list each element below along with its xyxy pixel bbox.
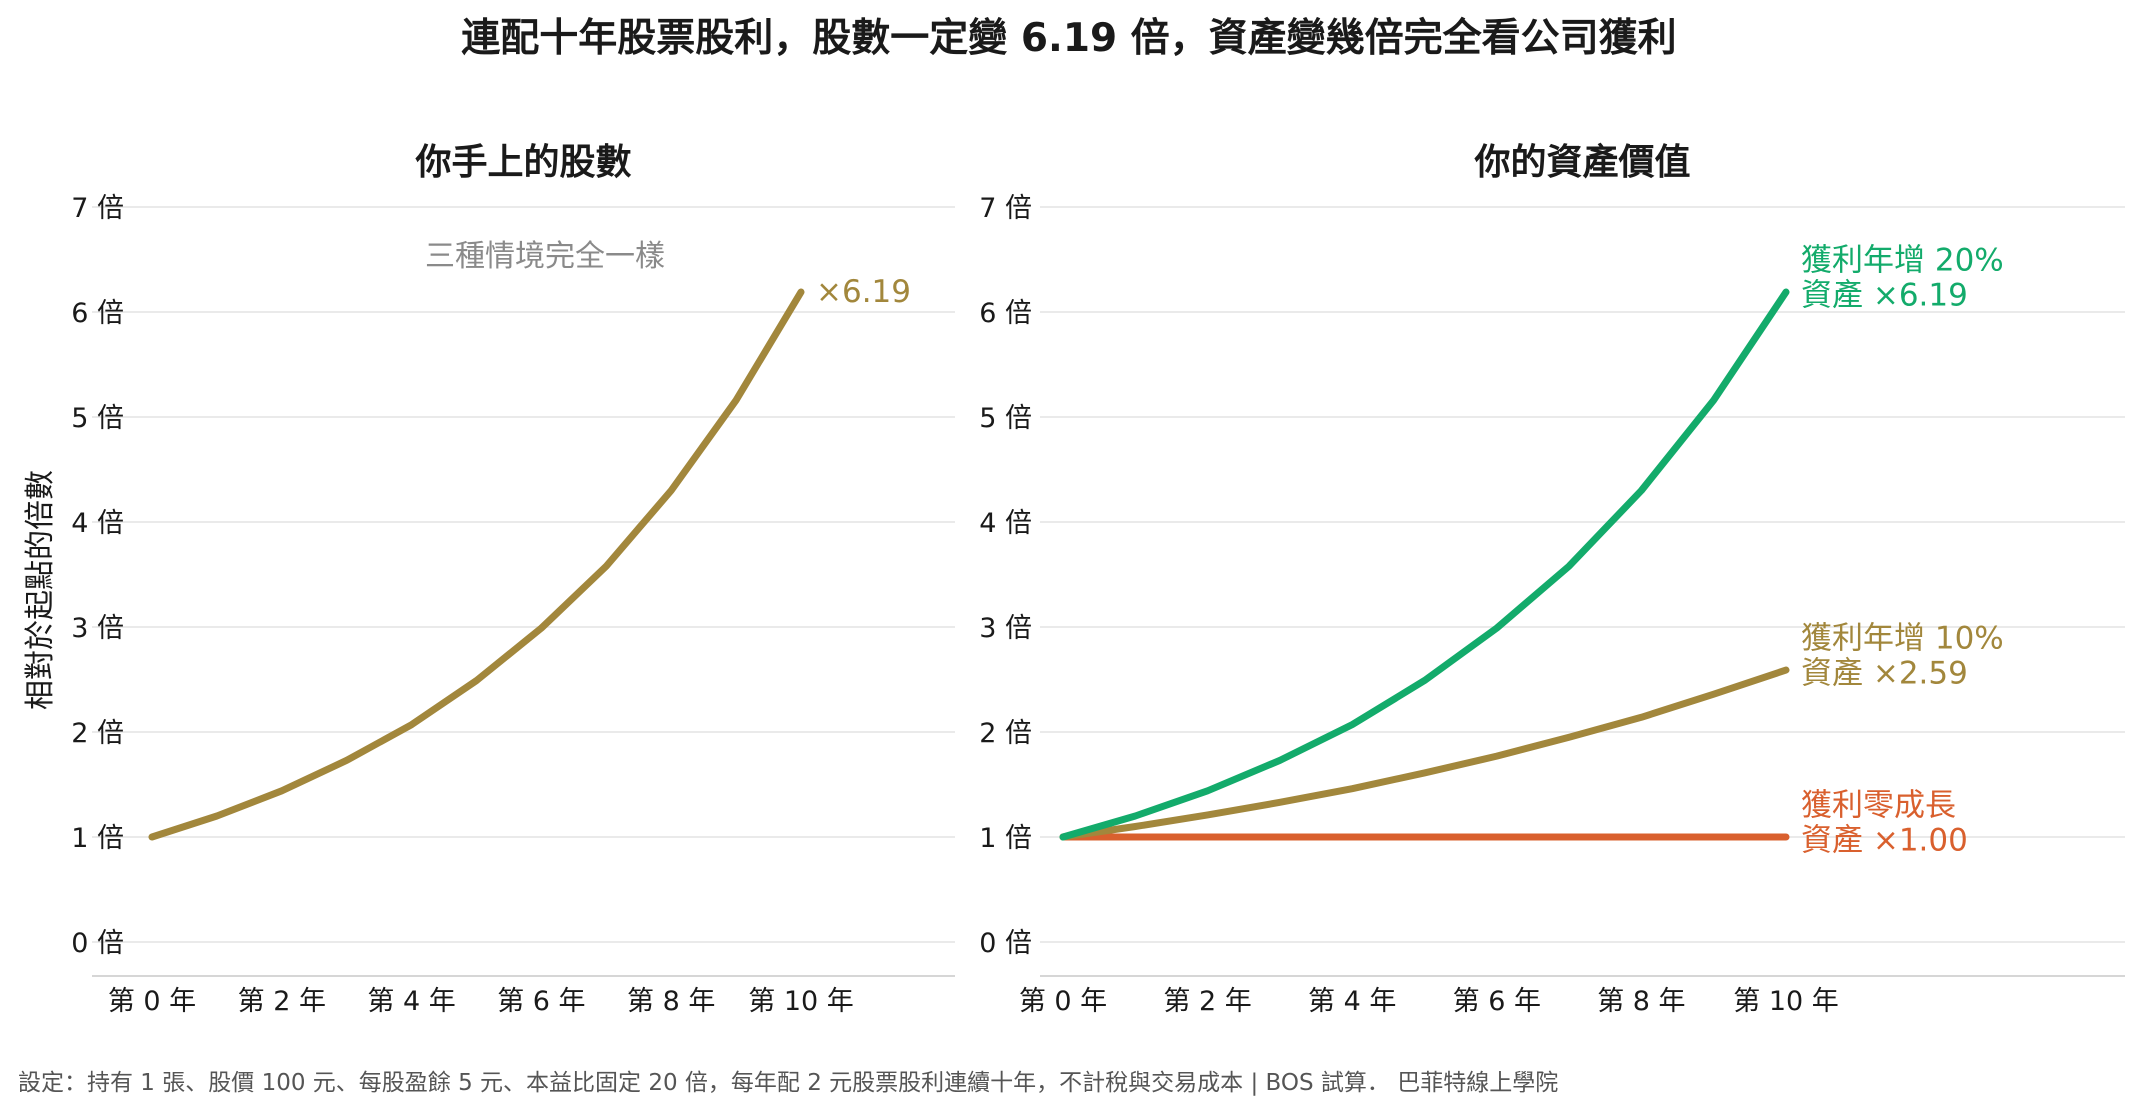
y-tick-label: 6 倍: [979, 298, 1032, 329]
x-tick-label: 第 4 年: [1308, 986, 1396, 1017]
y-tick-label: 0 倍: [71, 928, 124, 959]
footer-note: 設定：持有 1 張、股價 100 元、每股盈餘 5 元、本益比固定 20 倍，每…: [18, 1070, 1558, 1096]
series-line-1: [1059, 666, 1790, 841]
series-line-0: [148, 288, 805, 841]
y-tick-label: 7 倍: [71, 193, 124, 224]
x-tick-label: 第 10 年: [1733, 986, 1839, 1017]
series-end-label: 資產 ×6.19: [1801, 278, 1968, 314]
y-tick-label: 5 倍: [979, 403, 1032, 434]
x-tick-label: 第 8 年: [1597, 986, 1685, 1017]
asset-value-panel: 你的資產價值 0 倍 1 倍 2 倍 3 倍 4 倍 5 倍 6 倍 7 倍第 0 年 第 2 年…: [979, 142, 2125, 1017]
series-end-label: 資產 ×2.59: [1801, 656, 1968, 692]
shares-panel: 你手上的股數 0 倍 1 倍 2 倍 3 倍 4 倍 5 倍 6 倍 7 倍第 0 年 第 2 年…: [23, 142, 955, 1017]
series-end-label: 獲利零成長: [1801, 788, 1956, 824]
y-tick-label: 1 倍: [979, 823, 1032, 854]
series-end-label: 獲利年增 10%: [1801, 621, 2004, 657]
series-end-label: 資產 ×1.00: [1801, 823, 1968, 859]
y-tick-label: 5 倍: [71, 403, 124, 434]
y-tick-label: 6 倍: [71, 298, 124, 329]
x-tick-label: 第 2 年: [238, 986, 326, 1017]
x-tick-label: 第 4 年: [367, 986, 455, 1017]
panel-title: 你手上的股數: [414, 142, 631, 183]
y-tick-label: 3 倍: [71, 613, 124, 644]
y-tick-label: 4 倍: [71, 508, 124, 539]
x-tick-label: 第 6 年: [1453, 986, 1541, 1017]
panel-title: 你的資產價值: [1473, 142, 1690, 183]
y-tick-label: 2 倍: [979, 718, 1032, 749]
x-tick-label: 第 0 年: [108, 986, 196, 1017]
x-tick-label: 第 2 年: [1163, 986, 1251, 1017]
y-axis-label: 相對於起點的倍數: [23, 470, 58, 710]
x-tick-label: 第 8 年: [627, 986, 715, 1017]
y-tick-label: 0 倍: [979, 928, 1032, 959]
y-tick-label: 2 倍: [71, 718, 124, 749]
x-tick-label: 第 10 年: [748, 986, 854, 1017]
series-line-0: [1059, 288, 1790, 841]
y-tick-label: 4 倍: [979, 508, 1032, 539]
y-tick-label: 1 倍: [71, 823, 124, 854]
y-tick-label: 7 倍: [979, 193, 1032, 224]
x-tick-label: 第 6 年: [497, 986, 585, 1017]
chart-title: 連配十年股票股利，股數一定變 6.19 倍，資產變幾倍完全看公司獲利: [461, 16, 1676, 61]
y-tick-label: 3 倍: [979, 613, 1032, 644]
scenario-note: 三種情境完全一樣: [425, 239, 665, 274]
x-tick-label: 第 0 年: [1019, 986, 1107, 1017]
series-end-label: 獲利年增 20%: [1801, 243, 2004, 279]
series-end-label: ×6.19: [816, 274, 911, 310]
